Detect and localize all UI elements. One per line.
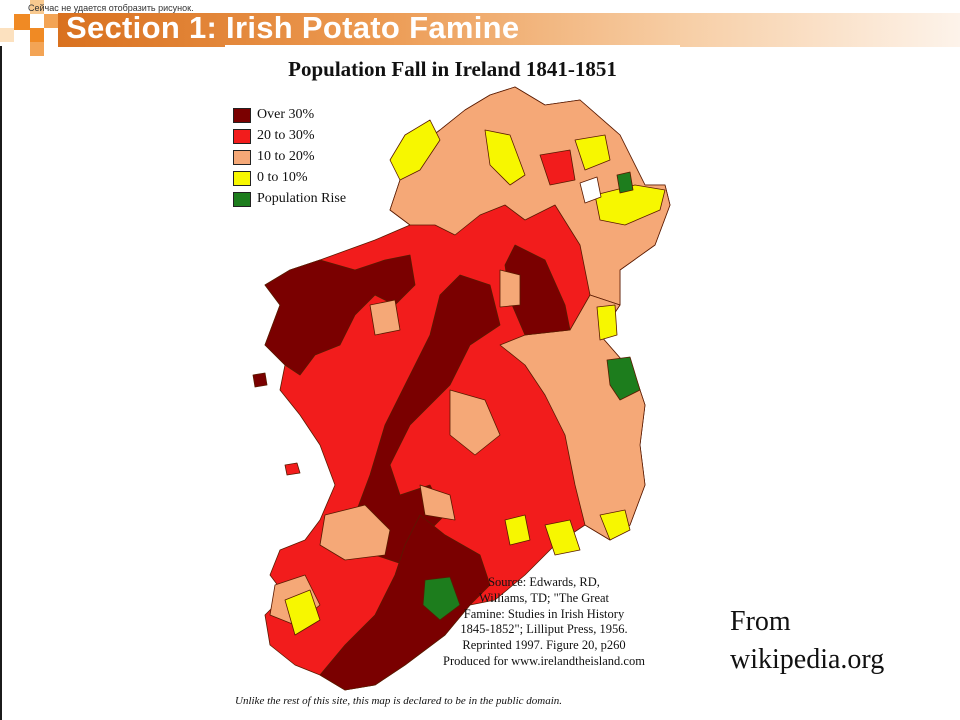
region-kerry-yellow: [284, 589, 321, 636]
region-midlands-peach: [449, 389, 501, 456]
map-title: Population Fall in Ireland 1841-1851: [288, 57, 617, 81]
legend-swatch: [233, 170, 251, 186]
region-wexford-yellow: [599, 509, 631, 541]
legend-label: Over 30%: [257, 107, 315, 122]
region-down-yellow: [594, 184, 666, 226]
region-west-dark: [264, 254, 416, 376]
source-line: 1845-1852"; Lilliput Press, 1956.: [460, 622, 628, 637]
region-belfast-green: [616, 171, 634, 194]
map-footnote: Unlike the rest of this site, this map i…: [235, 695, 563, 707]
image-credit: From wikipedia.org: [730, 603, 884, 679]
legend-label: 10 to 20%: [257, 149, 315, 164]
map-source-citation: Source: Edwards, RD, Williams, TD; "The …: [410, 575, 678, 670]
decor-square: [44, 14, 58, 28]
source-line: Reprinted 1997. Figure 20, p260: [462, 638, 626, 653]
region-derry-yellow: [484, 129, 526, 186]
region-belfast-white: [579, 176, 602, 204]
region-northcentral-dark: [504, 244, 571, 336]
legend-label: Population Rise: [257, 191, 347, 206]
source-line: Famine: Studies in Irish History: [463, 606, 625, 621]
region-tyrone-red: [539, 149, 576, 186]
region-waterford-yellow: [544, 519, 581, 556]
legend-item: Population Rise: [233, 189, 346, 209]
credit-line: wikipedia.org: [730, 644, 885, 675]
decor-square: [0, 28, 14, 42]
source-line: Produced for www.irelandtheisland.com: [443, 653, 645, 668]
island: [252, 372, 268, 388]
legend-swatch: [233, 191, 251, 207]
legend-item: 0 to 10%: [233, 168, 346, 188]
image-placeholder-note: Сейчас не удается отобразить рисунок.: [28, 3, 194, 13]
legend-item: 20 to 30%: [233, 126, 346, 146]
region-southwest-dark: [319, 514, 491, 691]
decor-square: [14, 14, 30, 30]
map-image: Population Fall in Ireland 1841-1851 Ove…: [225, 45, 680, 720]
island: [284, 462, 301, 476]
source-line: Source: Edwards, RD,: [488, 575, 600, 589]
region-cork-green: [422, 576, 461, 621]
region-dublin-green: [606, 356, 641, 401]
map-legend: Over 30% 20 to 30% 10 to 20% 0 to 10% Po…: [233, 105, 346, 210]
decor-square: [30, 28, 44, 42]
legend-swatch: [233, 128, 251, 144]
source-line: Williams, TD; "The Great: [478, 590, 610, 605]
decor-square: [30, 0, 44, 14]
legend-item: 10 to 20%: [233, 147, 346, 167]
title-bar: [58, 13, 960, 47]
decor-square: [30, 42, 44, 56]
legend-label: 20 to 30%: [257, 128, 315, 143]
legend-label: 0 to 10%: [257, 170, 308, 185]
region-longford-peach: [499, 269, 521, 308]
region-donegal-yellow: [389, 119, 441, 181]
region-kilkenny-yellow: [504, 514, 531, 546]
legend-swatch: [233, 107, 251, 123]
slide-left-rule: [0, 46, 2, 720]
region-antrim-yellow: [574, 134, 611, 171]
slide-title: Section 1: Irish Potato Famine: [66, 10, 520, 45]
region-clare: [319, 504, 391, 561]
ireland-map: [252, 86, 671, 691]
region-roscommon-peach: [369, 299, 401, 336]
region-limerick-peach: [419, 484, 456, 521]
legend-item: Over 30%: [233, 105, 346, 125]
region-louth-yellow: [596, 304, 618, 341]
credit-line: From: [730, 606, 791, 637]
legend-swatch: [233, 149, 251, 165]
